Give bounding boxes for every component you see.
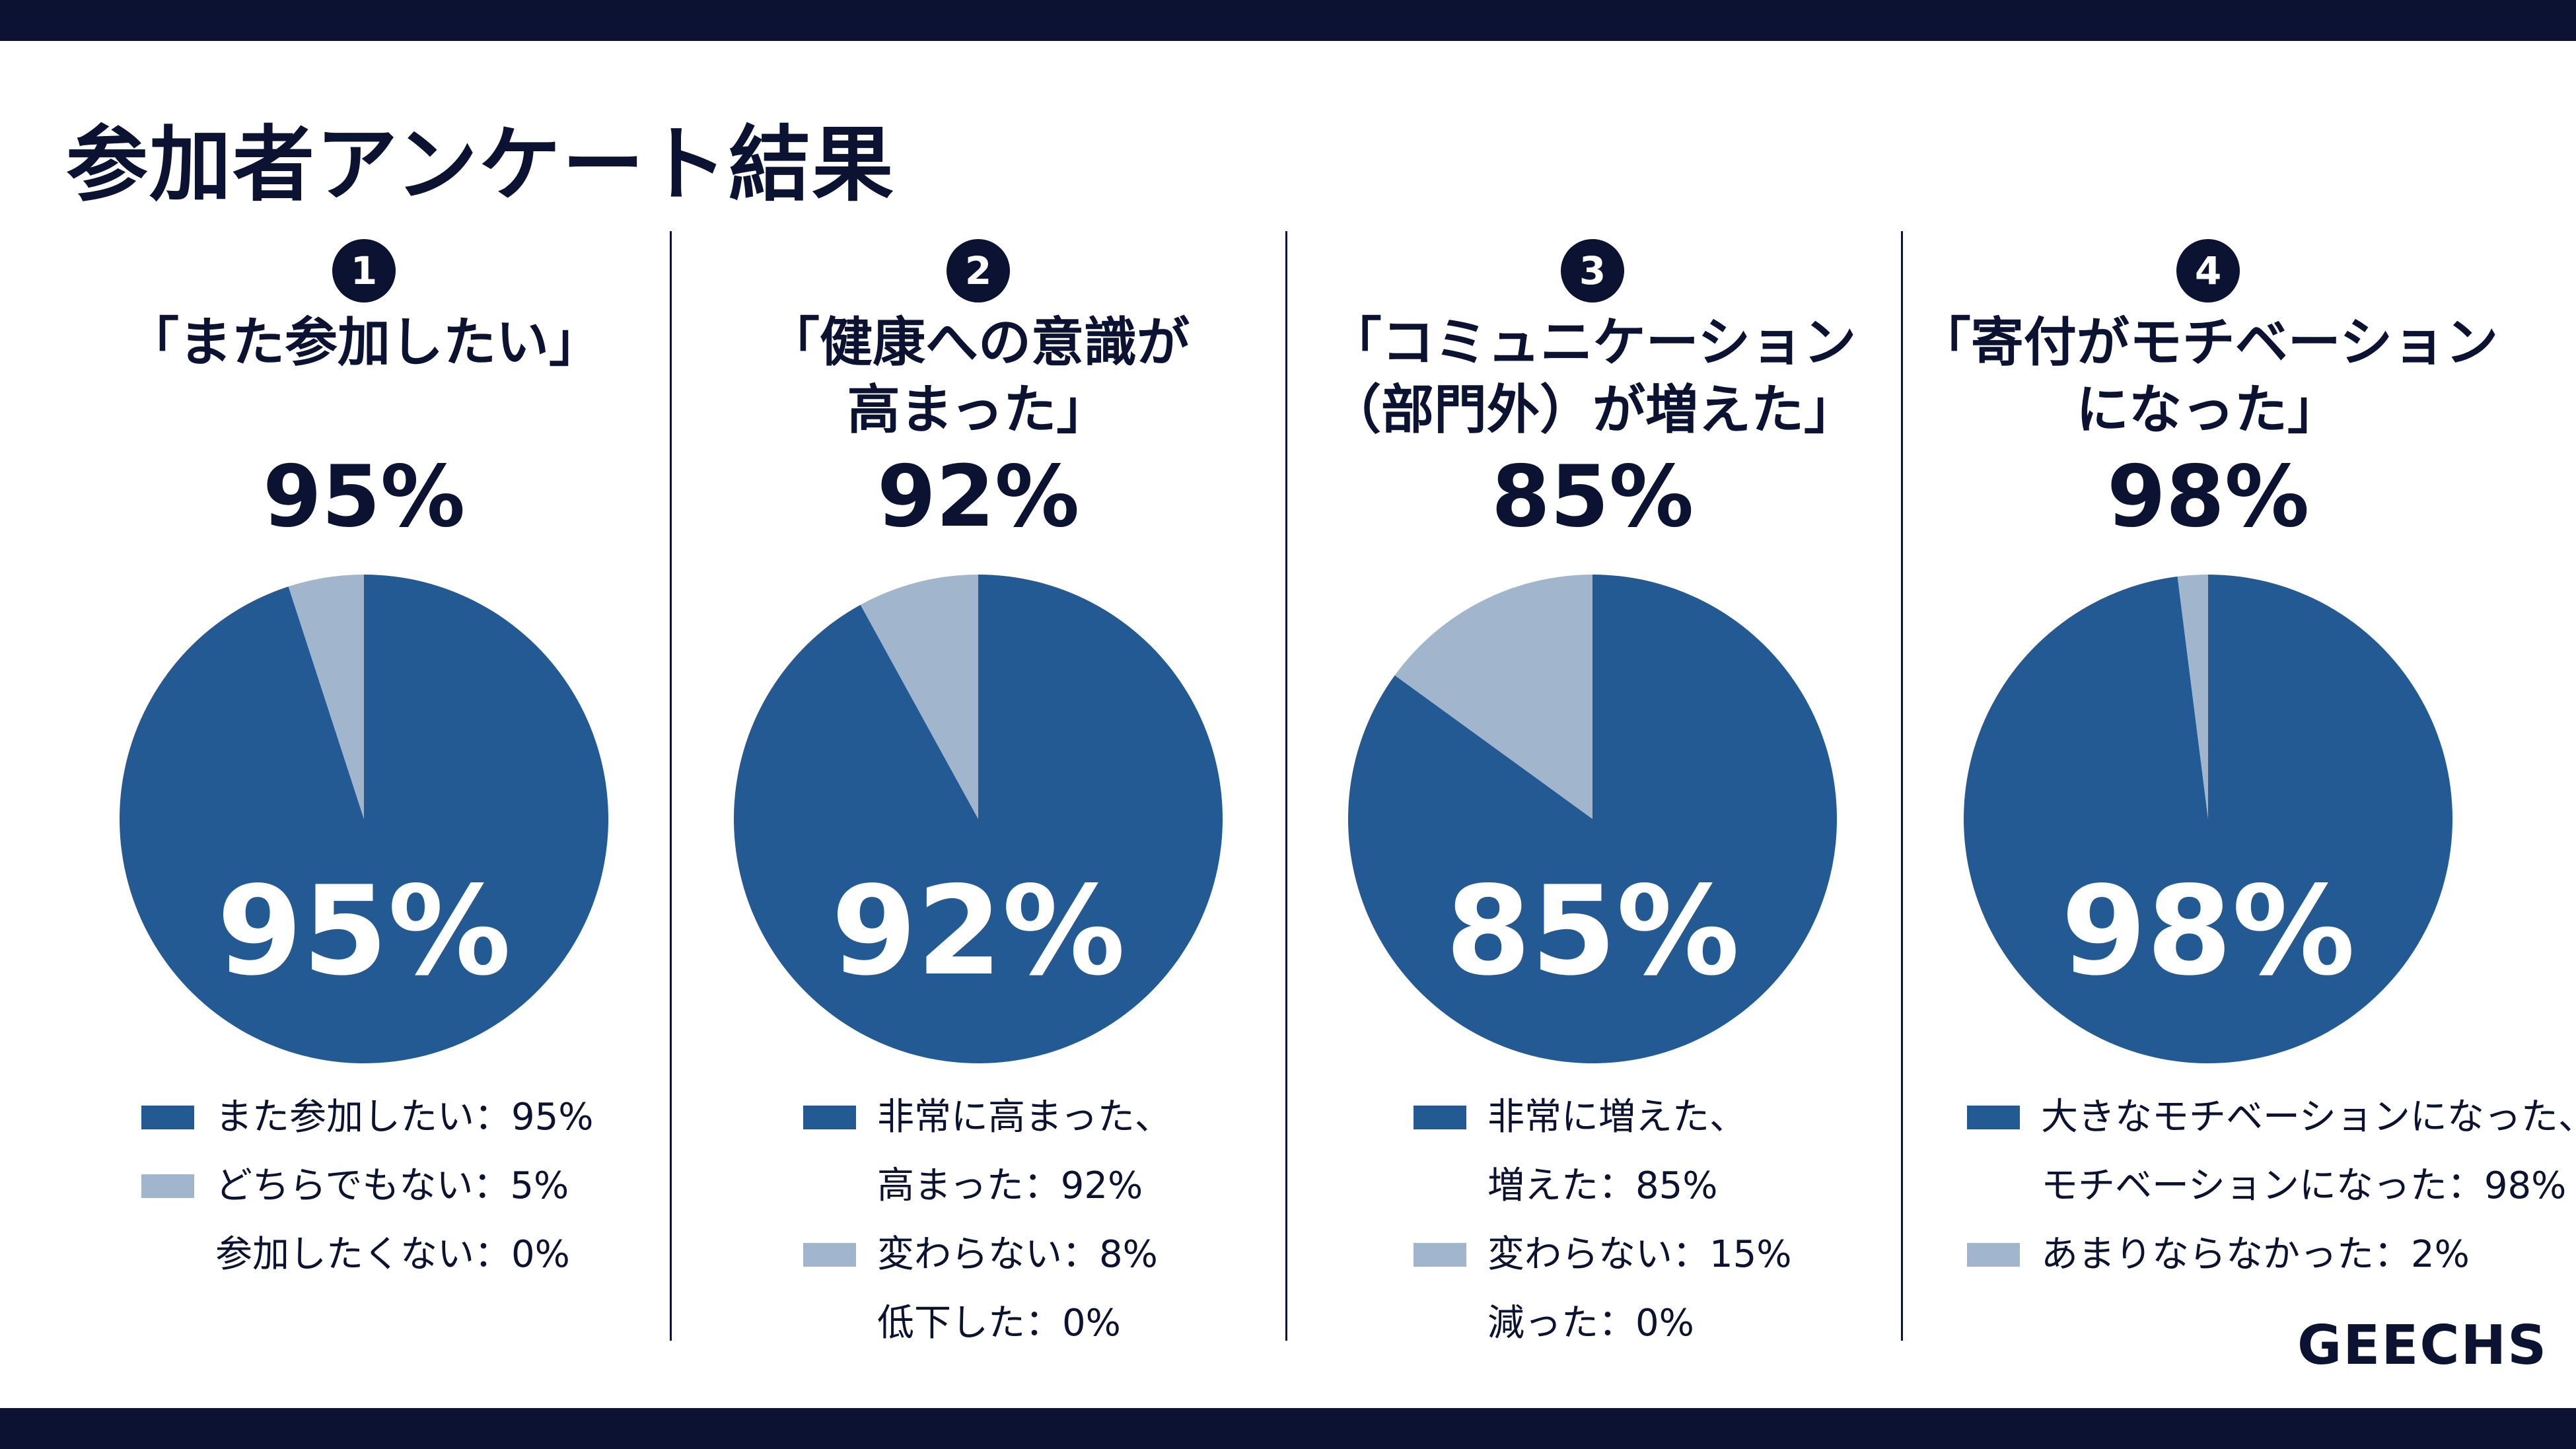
legend-label: 変わらない：15% bbox=[1487, 1233, 1792, 1276]
legend-swatch bbox=[803, 1106, 856, 1129]
pie-chart bbox=[1348, 575, 1837, 1063]
legend-swatch bbox=[141, 1106, 194, 1129]
bottom-band bbox=[0, 1408, 2576, 1449]
page-title: 参加者アンケート結果 bbox=[66, 118, 896, 213]
pie-center-label: 98% bbox=[2061, 859, 2355, 1003]
legend-swatch bbox=[141, 1174, 194, 1198]
survey-panel-1: 1 「また参加したい」 95% 95% また参加したい：95% どちらでもない：5… bbox=[57, 231, 671, 1354]
question-text: 「健康への意識が 高まった」 bbox=[767, 312, 1190, 441]
legend-label: モチベーションになった：98% bbox=[2041, 1164, 2567, 1207]
brand-logo: GEECHS bbox=[2297, 1314, 2548, 1377]
legend-label: 大きなモチベーションになった、 bbox=[2041, 1096, 2576, 1139]
pie-slice-2 bbox=[860, 575, 978, 819]
legend-label: また参加したい：95% bbox=[215, 1096, 594, 1139]
legend-label: 高まった：92% bbox=[877, 1164, 1143, 1207]
legend-swatch bbox=[1413, 1243, 1466, 1267]
pie-chart bbox=[119, 575, 608, 1063]
panel-divider bbox=[1285, 231, 1287, 1341]
pie-center-label: 85% bbox=[1445, 859, 1740, 1003]
pie-slice-2 bbox=[288, 575, 364, 819]
headline-percentage: 95% bbox=[262, 448, 466, 546]
legend-swatch bbox=[1967, 1106, 2020, 1129]
pie-chart bbox=[1964, 575, 2452, 1063]
legend-label: 低下した：0% bbox=[877, 1302, 1121, 1345]
headline-percentage: 98% bbox=[2106, 448, 2310, 546]
number-badge: 1 bbox=[332, 239, 396, 302]
panel-divider bbox=[1901, 231, 1903, 1341]
survey-panel-3: 3 「コミュニケーション （部門外）が増えた」 85% 85% 非常に増えた、増… bbox=[1285, 231, 1900, 1354]
pie-chart bbox=[734, 575, 1223, 1063]
legend-label: 非常に高まった、 bbox=[877, 1096, 1172, 1139]
question-text: 「コミュニケーション （部門外）が増えた」 bbox=[1328, 312, 1857, 441]
panel-divider bbox=[670, 231, 672, 1341]
legend-label: 非常に増えた、 bbox=[1487, 1096, 1746, 1139]
legend-label: 変わらない：8% bbox=[877, 1233, 1158, 1276]
pie-center-label: 92% bbox=[831, 859, 1126, 1003]
legend-label: あまりならなかった：2% bbox=[2041, 1233, 2470, 1276]
question-text: 「また参加したい」 bbox=[126, 312, 602, 373]
number-badge: 2 bbox=[947, 239, 1010, 302]
survey-panel-2: 2 「健康への意識が 高まった」 92% 92% 非常に高まった、 高まった：92… bbox=[671, 231, 1285, 1354]
legend-label: 参加したくない：0% bbox=[215, 1233, 570, 1276]
top-band bbox=[0, 0, 2576, 41]
pie-slice-2 bbox=[1394, 575, 1592, 819]
headline-percentage: 92% bbox=[877, 448, 1080, 546]
number-badge: 3 bbox=[1561, 239, 1624, 302]
legend-swatch bbox=[1413, 1106, 1466, 1129]
legend-label: どちらでもない：5% bbox=[215, 1164, 569, 1207]
number-badge: 4 bbox=[2176, 239, 2240, 302]
pie-slice-2 bbox=[2177, 575, 2208, 819]
survey-panel-4: 4 「寄付がモチベーション になった」 98% 98% 大きなモチベーションにな… bbox=[1901, 231, 2576, 1354]
legend-label: 減った：0% bbox=[1487, 1302, 1694, 1345]
legend-swatch bbox=[803, 1243, 856, 1267]
headline-percentage: 85% bbox=[1491, 448, 1694, 546]
legend-swatch bbox=[1967, 1243, 2020, 1267]
legend-label: 増えた：85% bbox=[1487, 1164, 1718, 1207]
question-text: 「寄付がモチベーション になった」 bbox=[1917, 312, 2499, 441]
pie-center-label: 95% bbox=[217, 859, 511, 1003]
